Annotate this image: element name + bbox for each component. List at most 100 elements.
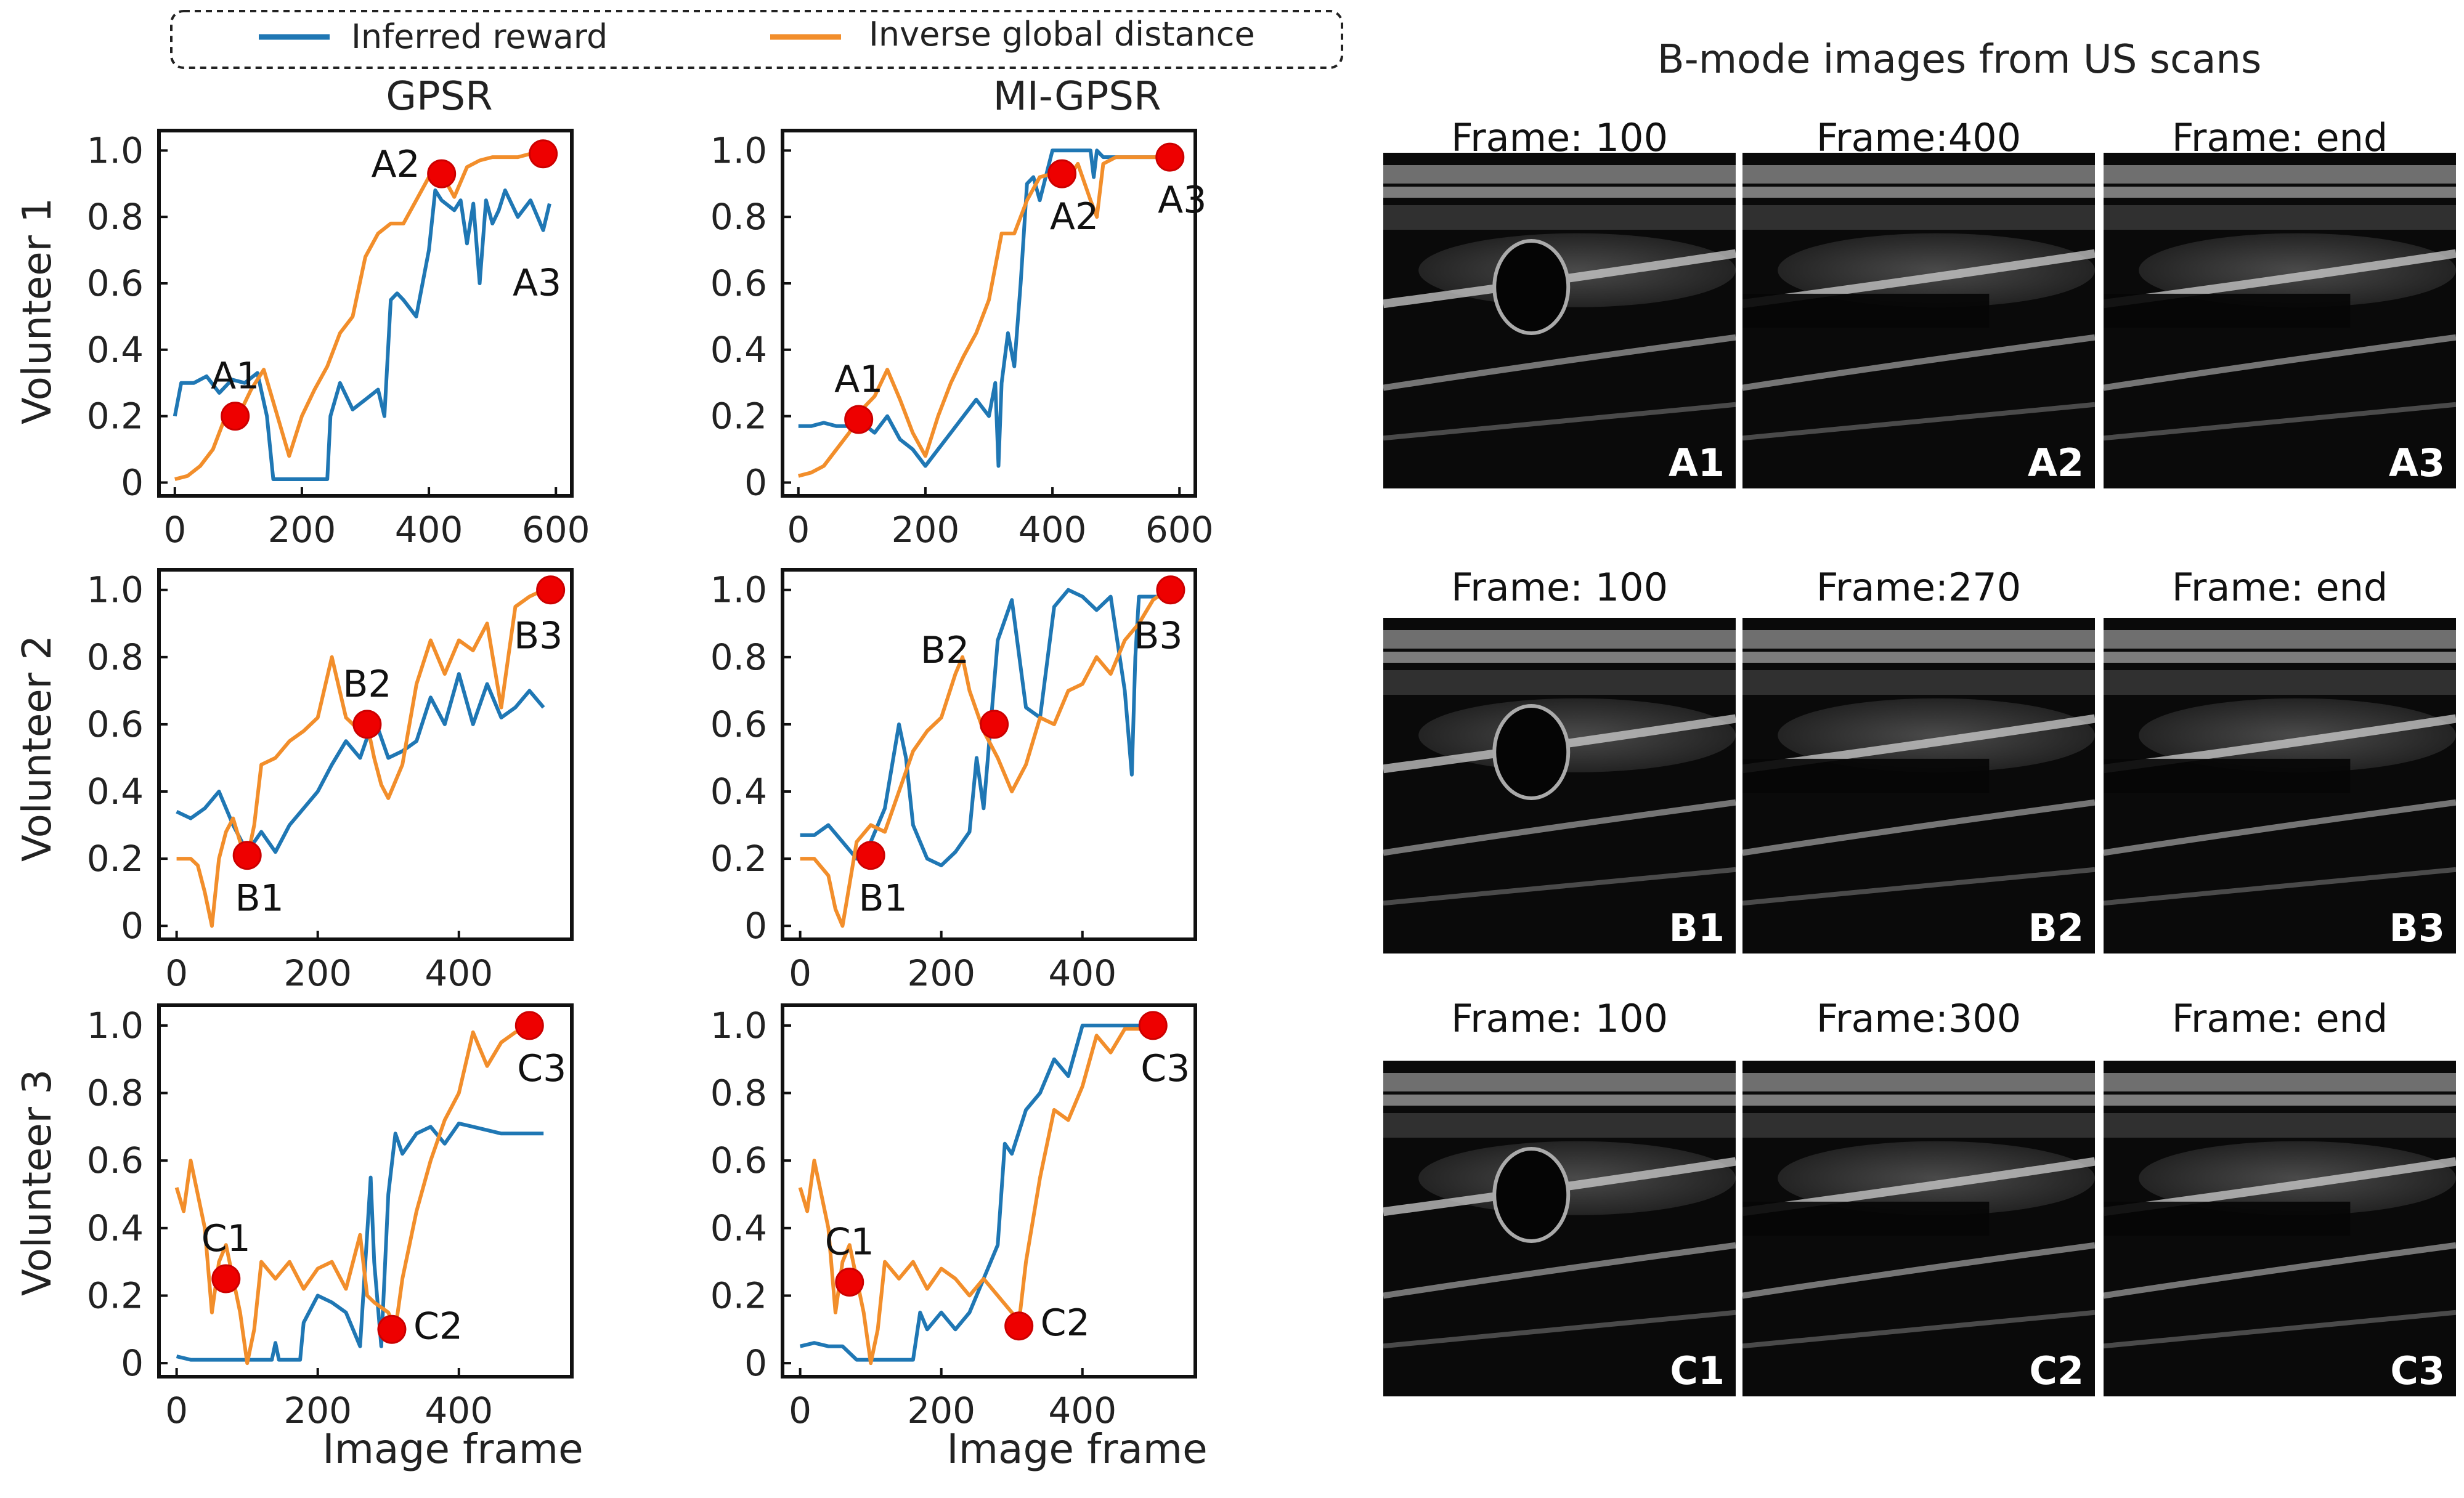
y-tick-label: 0.4 [87, 329, 144, 371]
x-tick-label: 200 [907, 1390, 975, 1431]
chart-panel-1: 0 0.2 0.4 0.6 0.8 1.0 0 200 400 600 A1 A2 A3 [87, 129, 590, 551]
marker-label-a1: A1 [211, 355, 259, 398]
y-tick-label: 0.4 [710, 329, 767, 371]
x-tick-label: 200 [283, 1390, 352, 1431]
marker-a2 [427, 159, 457, 188]
marker-b2 [352, 710, 382, 739]
y-tick-label: 1.0 [87, 129, 144, 171]
row-title-volunteer-1: Volunteer 1 [15, 198, 60, 424]
marker-label-a3: A3 [1158, 179, 1206, 222]
marker-a1 [844, 405, 874, 434]
image-background [1383, 1061, 1736, 1396]
x-tick-label: 400 [395, 509, 463, 551]
image-label: B3 [2389, 905, 2445, 950]
x-tick-label: 200 [283, 952, 352, 994]
marker-label-a3: A3 [513, 262, 561, 305]
marker-a3 [529, 139, 558, 169]
chart-frame [781, 568, 1197, 941]
x-tick-label: 0 [163, 509, 186, 551]
image-background [1383, 618, 1736, 953]
x-tick-label: 0 [789, 1390, 811, 1431]
marker-c1 [835, 1268, 864, 1297]
us-image-b1: Frame: 100 B1 [1383, 565, 1736, 953]
series-line-distance [176, 588, 551, 928]
image-label: A2 [2028, 440, 2084, 485]
marker-label-b2: B2 [343, 663, 391, 706]
marker-label-c1: C1 [825, 1221, 874, 1264]
y-tick-label: 1.0 [87, 569, 144, 611]
marker-b3 [1156, 575, 1185, 605]
y-tick-label: 0.2 [710, 838, 767, 880]
image-label: C3 [2390, 1348, 2445, 1393]
y-tick-label: 0.8 [87, 636, 144, 678]
row-title-volunteer-2: Volunteer 2 [15, 635, 60, 862]
legend: Inferred reward Inverse global distance [170, 10, 1343, 69]
marker-label-c3: C3 [1141, 1047, 1190, 1090]
chart-panel-6: 0 0.2 0.4 0.6 0.8 1.0 0 200 400 C1 C2 C3 [710, 1003, 1197, 1431]
image-label: A3 [2389, 440, 2445, 485]
y-tick-label: 0.8 [87, 1072, 144, 1114]
marker-c1 [211, 1264, 241, 1294]
marker-label-b2: B2 [921, 629, 969, 672]
y-tick-label: 0.2 [87, 838, 144, 880]
frame-title: Frame: end [2172, 565, 2388, 610]
chart-frame [157, 129, 574, 498]
y-tick-label: 0.2 [87, 1274, 144, 1316]
us-image-c1: Frame: 100 C1 [1383, 996, 1736, 1396]
y-tick-label: 0.6 [710, 262, 767, 304]
chart-panel-5: 0 0.2 0.4 0.6 0.8 1.0 0 200 400 C1 C2 C3 [87, 1003, 574, 1431]
series-line-reward [173, 188, 551, 481]
y-tick-label: 0 [744, 905, 767, 947]
x-tick-label: 400 [425, 952, 493, 994]
frame-title: Frame: end [2172, 996, 2388, 1041]
y-tick-label: 0.6 [87, 1140, 144, 1181]
chart-frame [157, 568, 574, 941]
y-tick-label: 0.4 [87, 1207, 144, 1249]
us-image-b2: Frame:270 B2 [1742, 565, 2095, 953]
legend-label-distance: Inverse global distance [869, 15, 1255, 54]
y-tick-label: 0.8 [87, 196, 144, 238]
marker-a1 [221, 402, 250, 431]
us-image-a3: Frame: end A3 [2104, 115, 2456, 488]
frame-title: Frame: 100 [1451, 115, 1668, 160]
x-tick-label: 400 [1048, 1390, 1116, 1431]
y-tick-label: 0 [121, 905, 144, 947]
chart-frame [157, 1003, 574, 1379]
y-tick-label: 1.0 [87, 1005, 144, 1047]
us-image-b3: Frame: end B3 [2104, 565, 2456, 953]
marker-c3 [1138, 1011, 1168, 1040]
y-tick-label: 0.4 [87, 771, 144, 812]
y-tick-label: 0 [121, 461, 144, 503]
series-line-reward [798, 148, 1167, 468]
y-tick-label: 1.0 [710, 1005, 767, 1047]
marker-label-c3: C3 [517, 1047, 566, 1090]
marker-c3 [514, 1011, 544, 1040]
series-line-reward [799, 1023, 1153, 1362]
marker-label-a2: A2 [371, 143, 420, 186]
marker-label-a1: A1 [834, 358, 883, 401]
x-tick-label: 600 [522, 509, 590, 551]
x-tick-label: 0 [165, 952, 188, 994]
frame-title: Frame: 100 [1451, 565, 1668, 610]
marker-label-b1: B1 [235, 877, 283, 920]
marker-label-c1: C1 [201, 1217, 251, 1260]
marker-b2 [980, 710, 1009, 739]
image-background [1383, 153, 1736, 488]
chart-frame [781, 1003, 1197, 1379]
image-label: B1 [1669, 905, 1725, 950]
chart-frame [781, 129, 1197, 498]
y-tick-label: 0.4 [710, 771, 767, 812]
marker-label-c2: C2 [413, 1305, 463, 1348]
y-tick-label: 0.2 [710, 1274, 767, 1316]
marker-label-b1: B1 [858, 877, 907, 920]
marker-a2 [1047, 159, 1077, 188]
x-tick-label: 0 [165, 1390, 188, 1431]
row-title-volunteer-3: Volunteer 3 [15, 1069, 60, 1296]
y-tick-label: 0.4 [710, 1207, 767, 1249]
marker-label-a2: A2 [1050, 195, 1099, 238]
x-tick-label: 0 [787, 509, 810, 551]
series-line-distance [174, 152, 550, 481]
frame-title: Frame: end [2172, 115, 2388, 160]
